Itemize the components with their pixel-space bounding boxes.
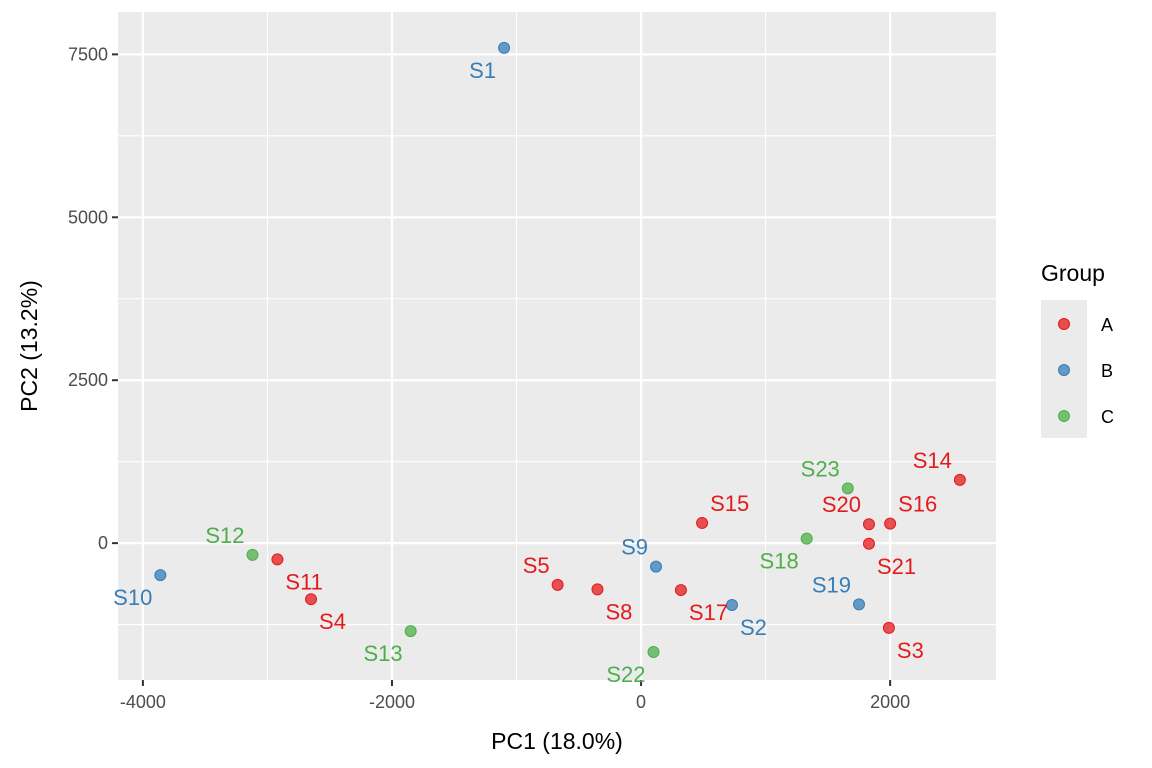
data-point-s4 — [305, 593, 318, 606]
major-gridlines — [118, 12, 996, 680]
legend-key-c — [1058, 410, 1070, 422]
axis-ticks — [112, 53, 892, 686]
x-axis-title: PC1 (18.0%) — [491, 728, 623, 754]
point-label-s9: S9 — [621, 535, 648, 560]
data-point-s2 — [725, 599, 738, 612]
point-label-s19: S19 — [812, 572, 851, 597]
legend-title: Group — [1041, 260, 1105, 286]
point-label-s15: S15 — [710, 491, 749, 516]
data-point-s20 — [862, 518, 875, 531]
point-label-s8: S8 — [605, 599, 632, 624]
legend-label-a: A — [1101, 315, 1113, 335]
y-tick-label: 7500 — [68, 44, 108, 64]
data-point-s5 — [551, 578, 564, 591]
point-label-s12: S12 — [205, 523, 244, 548]
x-tick-label: -4000 — [120, 692, 166, 712]
legend: Group A B C — [1041, 260, 1114, 438]
legend-label-c: C — [1101, 407, 1114, 427]
data-point-s22 — [647, 645, 660, 658]
data-point-s11 — [271, 553, 284, 566]
data-point-s8 — [591, 583, 604, 596]
point-label-s17: S17 — [689, 600, 728, 625]
data-point-s17 — [674, 584, 687, 597]
x-tick-label: 2000 — [870, 692, 910, 712]
point-label-s13: S13 — [364, 641, 403, 666]
point-label-s3: S3 — [897, 638, 924, 663]
data-point-s18 — [800, 532, 813, 545]
point-label-s21: S21 — [877, 554, 916, 579]
y-axis-title: PC2 (13.2%) — [16, 280, 42, 412]
data-point-s13 — [404, 625, 417, 638]
y-tick-label: 0 — [98, 533, 108, 553]
x-tick-label: -2000 — [369, 692, 415, 712]
point-label-s10: S10 — [113, 585, 152, 610]
point-label-s11: S11 — [285, 569, 323, 594]
point-label-s23: S23 — [801, 456, 840, 481]
point-label-s20: S20 — [822, 492, 861, 517]
point-label-s18: S18 — [760, 549, 799, 574]
point-label-s22: S22 — [606, 662, 645, 687]
data-point-s19 — [853, 598, 866, 611]
point-label-s1: S1 — [469, 58, 496, 83]
legend-items: A B C — [1058, 315, 1114, 427]
y-tick-label: 5000 — [68, 207, 108, 227]
data-point-s16 — [884, 517, 897, 530]
data-point-s9 — [650, 560, 663, 573]
data-point-s1 — [498, 41, 511, 54]
data-point-s12 — [246, 548, 259, 561]
data-point-s21 — [862, 537, 875, 550]
point-labels: S1 S2 S3 S4 S5 S8 S9 S10 S11 S12 S13 S14 S15 S16 S17 S1… — [113, 58, 952, 687]
point-label-s16: S16 — [898, 492, 937, 517]
legend-label-b: B — [1101, 361, 1113, 381]
legend-key-b — [1058, 364, 1070, 376]
y-tick-label: 2500 — [68, 370, 108, 390]
tick-labels: -4000 -2000 0 2000 0 2500 5000 7500 — [68, 44, 910, 712]
data-point-s14 — [953, 473, 966, 486]
data-points — [154, 41, 966, 658]
panel-background — [118, 12, 996, 680]
x-tick-label: 0 — [636, 692, 646, 712]
point-label-s4: S4 — [319, 609, 346, 634]
legend-key-a — [1058, 318, 1070, 330]
data-point-s3 — [882, 621, 895, 634]
minor-gridlines — [118, 12, 996, 680]
point-label-s5: S5 — [523, 553, 550, 578]
point-label-s14: S14 — [913, 448, 952, 473]
data-point-s23 — [841, 482, 854, 495]
data-point-s10 — [154, 569, 167, 582]
data-point-s15 — [696, 516, 709, 529]
point-label-s2: S2 — [740, 615, 767, 640]
